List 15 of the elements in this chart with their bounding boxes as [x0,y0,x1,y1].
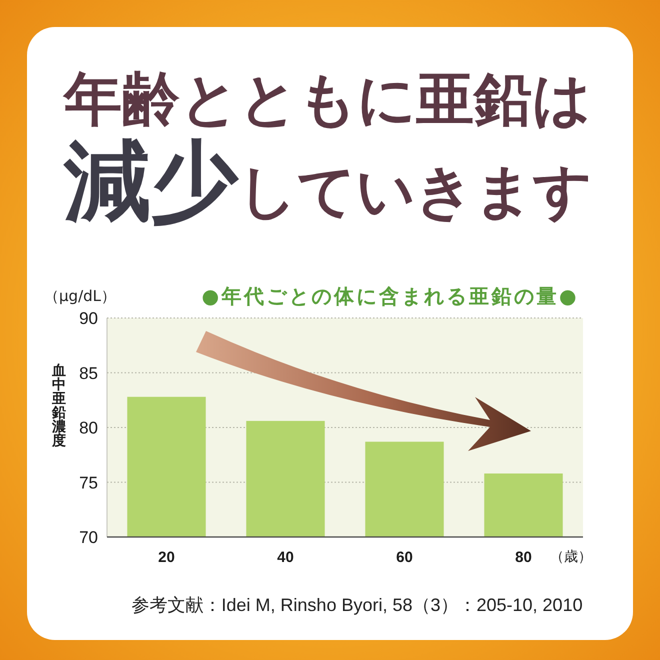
annotation: 参考文献：Idei M, Rinsho Byori, 58（3）：205-10, 2010 [131,595,583,615]
ylabel: 血中亜鉛濃度 [52,363,66,449]
ytick: 90 [79,308,98,328]
xtick: 60 [396,548,413,566]
xtick: 40 [277,548,294,566]
ytick: 70 [79,528,98,546]
annotation: （μg/dL） [44,287,116,305]
ytick: 85 [79,363,98,382]
xtick: 80 [515,548,532,566]
subtitle: ●年代ごとの体に含まれる亜鉛の量● [202,284,579,308]
ytick: 75 [79,472,98,492]
xlabel: （歳） [550,549,592,565]
ytick: 80 [79,418,98,437]
xtick: 20 [158,548,175,566]
title: 年齢とともに亜鉛は減少していきます [64,64,593,232]
